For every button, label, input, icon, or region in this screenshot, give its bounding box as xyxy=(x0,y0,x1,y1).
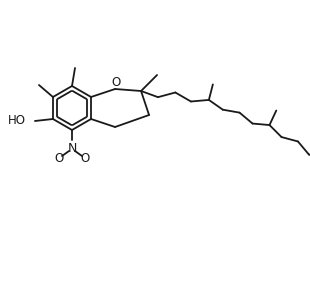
Text: O: O xyxy=(80,151,90,164)
Text: HO: HO xyxy=(8,114,26,127)
Text: O: O xyxy=(111,76,121,89)
Text: O: O xyxy=(54,151,64,164)
Text: N: N xyxy=(67,142,77,155)
